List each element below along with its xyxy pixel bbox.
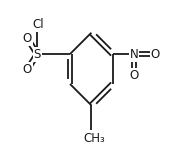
Text: O: O: [129, 69, 139, 82]
Text: O: O: [151, 48, 160, 61]
Text: O: O: [23, 63, 32, 76]
Text: CH₃: CH₃: [83, 132, 105, 145]
Text: O: O: [23, 32, 32, 45]
Text: N: N: [130, 48, 138, 61]
Text: Cl: Cl: [33, 18, 44, 31]
Text: S: S: [34, 48, 41, 61]
